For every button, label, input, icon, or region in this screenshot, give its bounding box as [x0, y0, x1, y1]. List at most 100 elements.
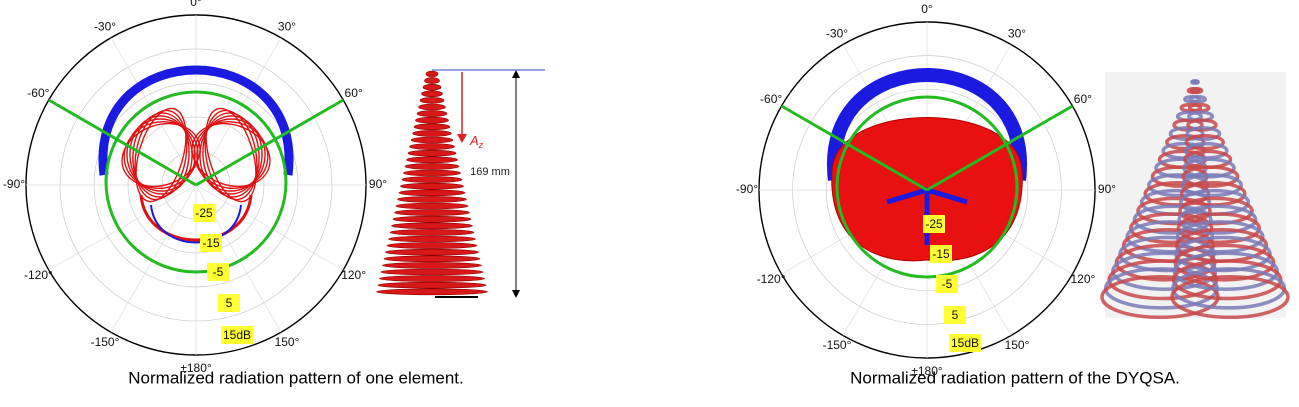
angle-label: -30° — [826, 26, 848, 40]
coil-ring — [1188, 94, 1207, 104]
radial-label: -25 — [195, 206, 213, 220]
angle-label: 30° — [1008, 26, 1026, 40]
radial-label-bg — [923, 215, 945, 233]
radial-label: -15 — [932, 247, 950, 261]
angle-label: 0° — [921, 2, 933, 16]
coil-ring — [1177, 204, 1258, 235]
angle-label: -120° — [24, 268, 53, 282]
coil-turn — [416, 110, 448, 117]
red-pattern — [193, 121, 269, 189]
angle-label: 60° — [1074, 92, 1092, 106]
coil-turn — [395, 202, 469, 210]
radial-label-bg — [193, 204, 215, 222]
coil-ring — [1132, 204, 1213, 235]
polar-spoke — [110, 37, 197, 186]
dimension-label: 169 mm — [470, 166, 510, 178]
coil-turn — [406, 156, 458, 164]
antenna-element-image — [376, 70, 488, 296]
coil-turn — [385, 248, 479, 256]
coil-turn — [398, 189, 466, 197]
red-pattern — [205, 107, 257, 203]
radial-label-bg — [207, 263, 229, 281]
coil-turn — [419, 97, 445, 104]
polar-spoke — [48, 184, 197, 271]
arrow-head — [512, 70, 520, 78]
radial-label-bg — [944, 306, 966, 324]
coil-ring — [1182, 157, 1236, 179]
coil-turn — [382, 262, 482, 269]
coil-turn — [403, 169, 461, 177]
red-pattern — [202, 112, 260, 198]
coil-ring — [1181, 165, 1240, 188]
angle-label: 60° — [345, 86, 363, 100]
caption: Normalized radiation pattern of one elem… — [128, 368, 463, 387]
coil-ring — [1186, 118, 1218, 132]
polar-plot: 0° 30° 60° 90° 120° 150° ±180° -150° -120° -90° -6… — [736, 2, 1116, 378]
angle-label: -90° — [3, 177, 25, 191]
red-pattern — [139, 194, 253, 242]
green-beam-edge — [926, 104, 1074, 192]
red-pattern — [123, 121, 199, 189]
antenna-array-image — [1100, 79, 1290, 320]
angle-label: -60° — [760, 92, 782, 106]
angle-label: 30° — [278, 20, 296, 34]
coil-turn — [425, 70, 439, 78]
angle-label: 0° — [190, 0, 202, 9]
coil-ring — [1170, 274, 1290, 320]
coil-turn — [386, 242, 478, 249]
radial-label-bg — [949, 334, 981, 352]
radial-label-bg — [218, 294, 240, 312]
radial-label: -5 — [942, 277, 953, 291]
angle-label: ±180° — [911, 364, 943, 378]
coil-ring — [1129, 212, 1214, 245]
angle-label: 150° — [1005, 338, 1030, 352]
coil-turn — [380, 268, 484, 276]
coil-turn — [397, 196, 467, 203]
arrow-head — [512, 290, 520, 298]
coil-turn — [401, 176, 463, 183]
angle-label: -30° — [94, 20, 116, 34]
angle-label: -150° — [823, 338, 852, 352]
angle-label: 90° — [1098, 182, 1116, 196]
polar-spoke — [195, 37, 282, 186]
coil-turn — [391, 222, 473, 230]
coil-turn — [379, 275, 485, 282]
coil-turn — [422, 83, 442, 91]
coil-turn — [424, 77, 440, 84]
angle-label: 120° — [1070, 272, 1095, 286]
coil-turn — [400, 182, 464, 190]
coil-turn — [418, 103, 446, 111]
polar-plot: 0° 30° 60° 90° 120° 150° ±180° -150° -120° -90° -6… — [3, 0, 387, 375]
red-pattern — [132, 112, 190, 198]
coil-turn — [407, 149, 457, 157]
coil-turn — [410, 136, 454, 144]
coil-turn — [383, 255, 481, 263]
angle-label: -60° — [27, 86, 49, 100]
coil-turn — [404, 163, 460, 170]
radial-label: -15 — [202, 236, 220, 250]
red-pattern — [196, 118, 266, 192]
radial-label: 15dB — [223, 328, 251, 342]
green-beam-edge — [48, 98, 197, 187]
coil-turn — [377, 281, 487, 289]
angle-label: -150° — [91, 335, 120, 349]
caption: Normalized radiation pattern of the DYQS… — [850, 368, 1180, 387]
angle-label: 90° — [369, 177, 387, 191]
radial-label-bg — [200, 234, 222, 252]
angle-label: ±180° — [180, 361, 212, 375]
coil-turn — [413, 123, 451, 131]
coil-turn — [376, 288, 488, 296]
label-bg — [465, 163, 515, 181]
radial-label: -5 — [213, 265, 224, 279]
red-pattern — [199, 115, 263, 195]
angle-label: 120° — [341, 268, 366, 282]
coil-turn — [394, 209, 470, 216]
blue-pattern — [826, 68, 1028, 181]
coil-ring — [1180, 173, 1243, 198]
green-beam-edge — [195, 98, 344, 187]
radial-label: 5 — [226, 296, 233, 310]
polar-spoke — [110, 184, 197, 333]
coil-turn — [415, 116, 449, 124]
angle-label: -90° — [736, 182, 758, 196]
